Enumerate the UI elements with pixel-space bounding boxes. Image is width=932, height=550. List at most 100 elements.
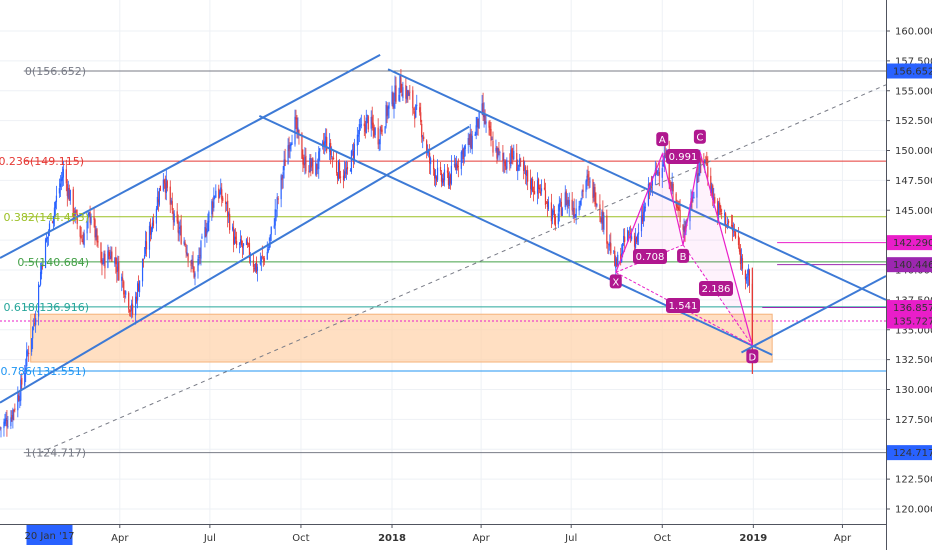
candle-body (82, 240, 84, 245)
candle-body (440, 173, 443, 182)
candle-body (738, 247, 741, 252)
price-axis-tick-label: 160.000 (895, 27, 932, 38)
candle-body (291, 142, 293, 145)
candle-body (745, 276, 748, 281)
candle-body (551, 210, 553, 220)
candle-body (239, 239, 242, 244)
candle-body (325, 136, 327, 144)
candle-body (609, 242, 611, 247)
candle-body (385, 104, 387, 127)
time-axis-tick-label: 2018 (378, 533, 406, 544)
candle-body (519, 158, 521, 167)
candle-body (194, 273, 196, 277)
candle-body (613, 251, 615, 253)
candle-body (575, 208, 577, 217)
candle-body (27, 352, 29, 354)
pattern-point-b-badge (677, 248, 690, 263)
candle-body (718, 203, 720, 215)
candle-body (477, 119, 479, 128)
candle-body (524, 168, 526, 170)
pattern-point-label: X (612, 277, 619, 288)
candle-body (349, 170, 352, 172)
candle-body (553, 209, 555, 218)
candle-body (267, 248, 269, 252)
candle-body (352, 151, 355, 158)
candle-body (187, 253, 189, 261)
candle-body (610, 243, 612, 254)
candle-body (197, 258, 199, 272)
candle-body (207, 220, 209, 232)
candle-body (235, 236, 237, 240)
candle-body (516, 152, 518, 171)
candle-body (242, 243, 245, 246)
candle-body (68, 187, 70, 201)
candle-body (172, 211, 174, 220)
candle-body (704, 159, 706, 163)
candle-body (617, 254, 619, 266)
candle-body (65, 169, 67, 184)
candle-body (573, 207, 575, 217)
candle-body (33, 324, 35, 326)
candle-body (165, 178, 167, 194)
candle-body (275, 210, 277, 212)
candle-body (725, 213, 727, 227)
candle-body (675, 193, 677, 206)
candle-body (409, 91, 411, 93)
candle-body (311, 158, 313, 167)
fib-level-label: 1(124.717) (25, 447, 86, 460)
candle-body (724, 213, 726, 216)
candle-body (608, 244, 610, 246)
candle-body (261, 255, 263, 257)
candle-body (190, 260, 192, 266)
candle-body (25, 367, 27, 372)
candle-body (248, 243, 251, 259)
candle-body (118, 262, 120, 281)
candle-body (185, 246, 187, 253)
pattern-point-label: A (659, 135, 666, 146)
candle-body (733, 231, 736, 233)
channel-trendline (258, 114, 773, 356)
candle-body (546, 201, 549, 208)
candle-body (393, 102, 395, 109)
candle-body (692, 199, 694, 201)
candle-body (536, 180, 539, 194)
candle-body (228, 213, 230, 215)
candle-body (730, 225, 733, 226)
candle-body (294, 116, 296, 145)
candle-body (97, 241, 99, 243)
candle-body (559, 200, 561, 202)
candle-body (310, 160, 312, 168)
candle-body (100, 242, 102, 262)
candle-body (342, 175, 345, 180)
candle-body (432, 158, 435, 170)
candle-body (430, 158, 432, 165)
price-axis-tick-label: 152.500 (895, 116, 932, 127)
candle-body (319, 148, 321, 152)
candle-body (670, 188, 672, 191)
candle-body (392, 93, 394, 108)
candle-body (96, 229, 98, 243)
candle-body (481, 103, 483, 112)
pattern-ratio-label: 0.708 (636, 252, 665, 263)
candle-body (148, 225, 151, 250)
candle-body (19, 399, 21, 402)
candle-body (305, 155, 307, 172)
candle-body (290, 144, 292, 147)
candle-body (732, 231, 735, 233)
candle-body (615, 258, 617, 269)
price-axis-tick-label: 132.500 (895, 355, 932, 366)
candle-body (433, 169, 436, 179)
candle-body (699, 158, 701, 174)
candle-body (649, 184, 651, 192)
candle-body (523, 159, 525, 172)
candle-body (171, 201, 173, 211)
candle-body (121, 276, 123, 281)
candle-body (40, 265, 43, 275)
candle-body (304, 157, 306, 165)
candle-body (102, 262, 104, 264)
candle-body (717, 201, 719, 216)
candle-body (211, 201, 213, 215)
candle-body (526, 171, 528, 176)
